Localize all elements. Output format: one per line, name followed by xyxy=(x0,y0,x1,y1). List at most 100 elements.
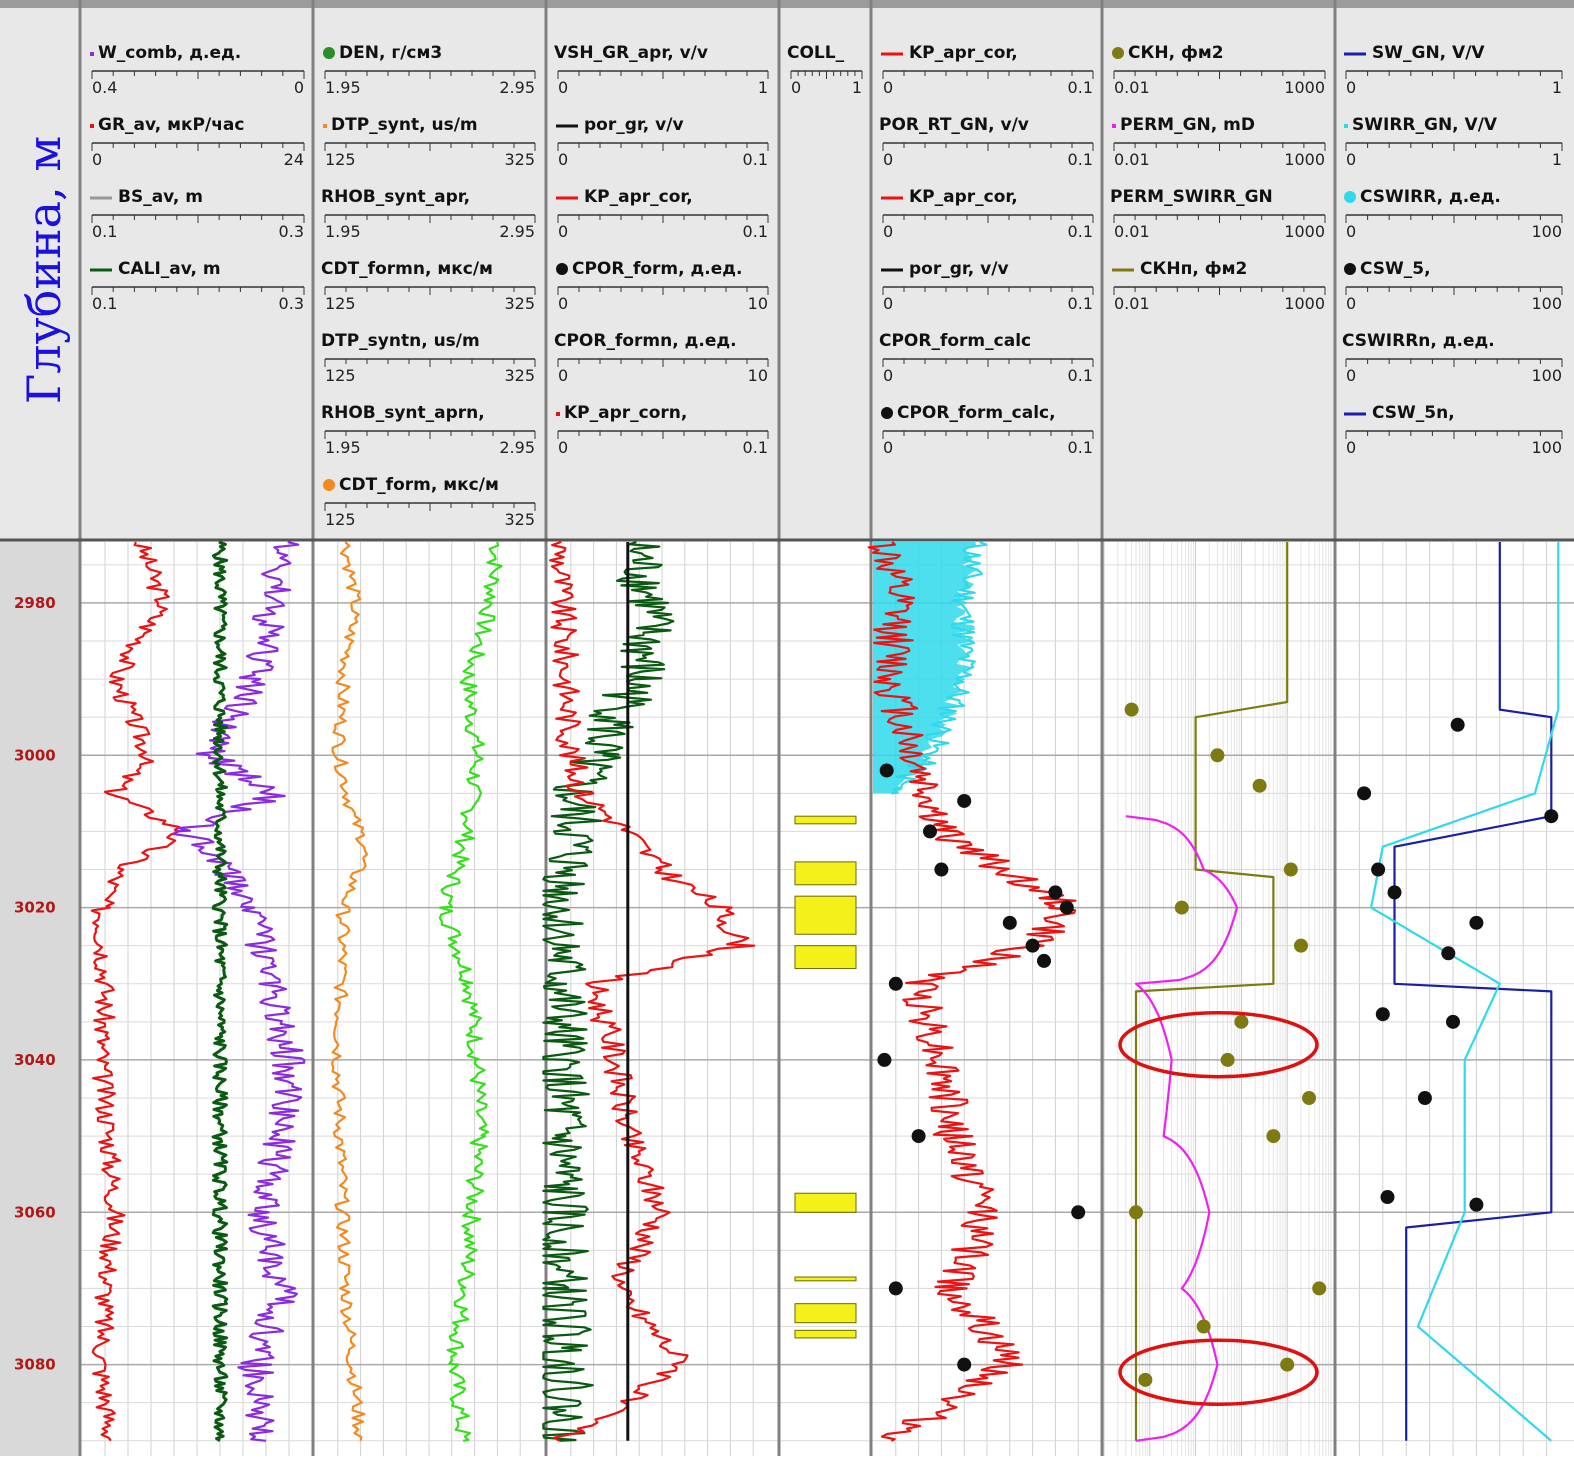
scatter-point xyxy=(1293,938,1308,953)
curve-label: CSW_5n, xyxy=(1372,403,1455,423)
scale-min: 0.01 xyxy=(1114,222,1150,241)
series-line-KP_apr_cor_t5 xyxy=(867,541,1077,1442)
scale-max: 0.1 xyxy=(743,150,768,169)
curve-label: GR_av, мкР/час xyxy=(98,115,244,135)
curve-label: CPOR_form, д.ед. xyxy=(572,259,742,279)
scale-max: 0.3 xyxy=(279,294,304,313)
scale-min: 1.95 xyxy=(325,222,361,241)
scatter-point xyxy=(1469,1197,1484,1212)
legend-marker xyxy=(1112,124,1116,128)
scatter-point xyxy=(1450,717,1465,732)
scatter-point xyxy=(1129,1205,1144,1220)
scatter-point xyxy=(1302,1091,1317,1106)
scatter-point xyxy=(1124,702,1139,717)
scale-max: 2.95 xyxy=(499,438,535,457)
collector-interval xyxy=(794,895,857,935)
scale-max: 100 xyxy=(1531,294,1562,313)
scale-max: 100 xyxy=(1531,366,1562,385)
legend-marker xyxy=(323,47,335,59)
curve-label: SW_GN, V/V xyxy=(1372,43,1485,63)
series-line-GR_av xyxy=(90,541,181,1442)
scale-max: 100 xyxy=(1531,222,1562,241)
scale-max: 0.1 xyxy=(1068,78,1093,97)
scatter-point xyxy=(1280,1357,1295,1372)
porosity-fill xyxy=(873,542,980,794)
scatter-point xyxy=(1380,1190,1395,1205)
scale-min: 0 xyxy=(558,150,568,169)
scale-max: 0.1 xyxy=(1068,150,1093,169)
scatter-point xyxy=(1071,1205,1086,1220)
scale-min: 1.95 xyxy=(325,438,361,457)
scale-min: 0 xyxy=(1346,366,1356,385)
curve-label: PERM_SWIRR_GN xyxy=(1110,187,1273,207)
curve-label: PERM_GN, mD xyxy=(1120,115,1255,135)
curve-label: SWIRR_GN, V/V xyxy=(1352,115,1498,135)
scale-max: 1000 xyxy=(1284,150,1325,169)
scale-max: 0.1 xyxy=(743,222,768,241)
series-line-DTP_synt xyxy=(330,541,369,1441)
curve-label: CDT_form, мкс/м xyxy=(339,475,499,495)
scale-max: 0.1 xyxy=(1068,294,1093,313)
curve-label: CPOR_form_calc xyxy=(879,331,1031,351)
series-line-KP_apr_cor xyxy=(549,540,756,1442)
scale-min: 125 xyxy=(325,294,356,313)
curve-label: CSWIRRn, д.ед. xyxy=(1342,331,1495,351)
series-line-SWIRR_GN xyxy=(1370,542,1560,1442)
scatter-point xyxy=(1283,862,1298,877)
scatter-point xyxy=(1174,900,1189,915)
series-line-СКНп xyxy=(1134,542,1289,1441)
scale-min: 0.4 xyxy=(92,78,117,97)
legend-marker xyxy=(323,124,327,128)
depth-tick-label: 2980 xyxy=(14,594,56,612)
series-line-CALI_av xyxy=(211,540,229,1443)
scatter-point xyxy=(1025,938,1040,953)
scale-min: 0 xyxy=(558,366,568,385)
scatter-point xyxy=(888,976,903,991)
scale-min: 1.95 xyxy=(325,78,361,97)
scale-min: 0 xyxy=(1346,150,1356,169)
scale-min: 0 xyxy=(558,78,568,97)
scatter-point xyxy=(1357,786,1372,801)
scatter-point xyxy=(1441,946,1456,961)
scale-min: 0 xyxy=(1346,438,1356,457)
depth-tick-label: 3000 xyxy=(14,746,56,764)
scale-min: 0 xyxy=(558,294,568,313)
scale-max: 325 xyxy=(504,366,535,385)
scatter-point xyxy=(911,1129,926,1144)
curve-label: por_gr, v/v xyxy=(584,115,684,135)
scale-min: 0 xyxy=(883,294,893,313)
scale-max: 1 xyxy=(1552,78,1562,97)
scale-max: 0.1 xyxy=(1068,222,1093,241)
scale-min: 0 xyxy=(883,78,893,97)
curve-label: BS_av, m xyxy=(118,187,203,207)
header-bg xyxy=(0,0,1574,540)
scale-min: 0.01 xyxy=(1114,294,1150,313)
depth-axis-title: Глубина, м xyxy=(17,136,71,404)
series-line-W_comb xyxy=(173,540,306,1442)
scale-max: 1000 xyxy=(1284,78,1325,97)
scale-min: 0 xyxy=(883,366,893,385)
curve-label: KP_apr_cor, xyxy=(584,187,693,207)
collector-interval xyxy=(794,815,857,825)
scale-min: 0.1 xyxy=(92,222,117,241)
data-layer: 2980 3000 3020 3040 3060 3080 xyxy=(14,540,1560,1443)
scale-max: 24 xyxy=(284,150,304,169)
curve-label: СКНп, фм2 xyxy=(1140,259,1247,279)
scale-max: 325 xyxy=(504,294,535,313)
curve-label: CPOR_formn, д.ед. xyxy=(554,331,737,351)
series-line-VSH_GR_apr xyxy=(542,540,675,1442)
scale-max: 10 xyxy=(748,294,768,313)
scale-min: 0 xyxy=(883,150,893,169)
scatter-point xyxy=(1220,1052,1235,1067)
scale-min: 0 xyxy=(883,222,893,241)
scale-max: 1000 xyxy=(1284,222,1325,241)
curve-label: KP_apr_corn, xyxy=(564,403,687,423)
curve-label: por_gr, v/v xyxy=(909,259,1009,279)
curve-label: VSH_GR_apr, v/v xyxy=(554,43,708,63)
series-line-RHOB_synt_apr xyxy=(438,541,503,1442)
curve-label: CDT_formn, мкс/м xyxy=(321,259,493,279)
scatter-point xyxy=(1002,915,1017,930)
highlight-ellipse xyxy=(1118,1338,1319,1406)
